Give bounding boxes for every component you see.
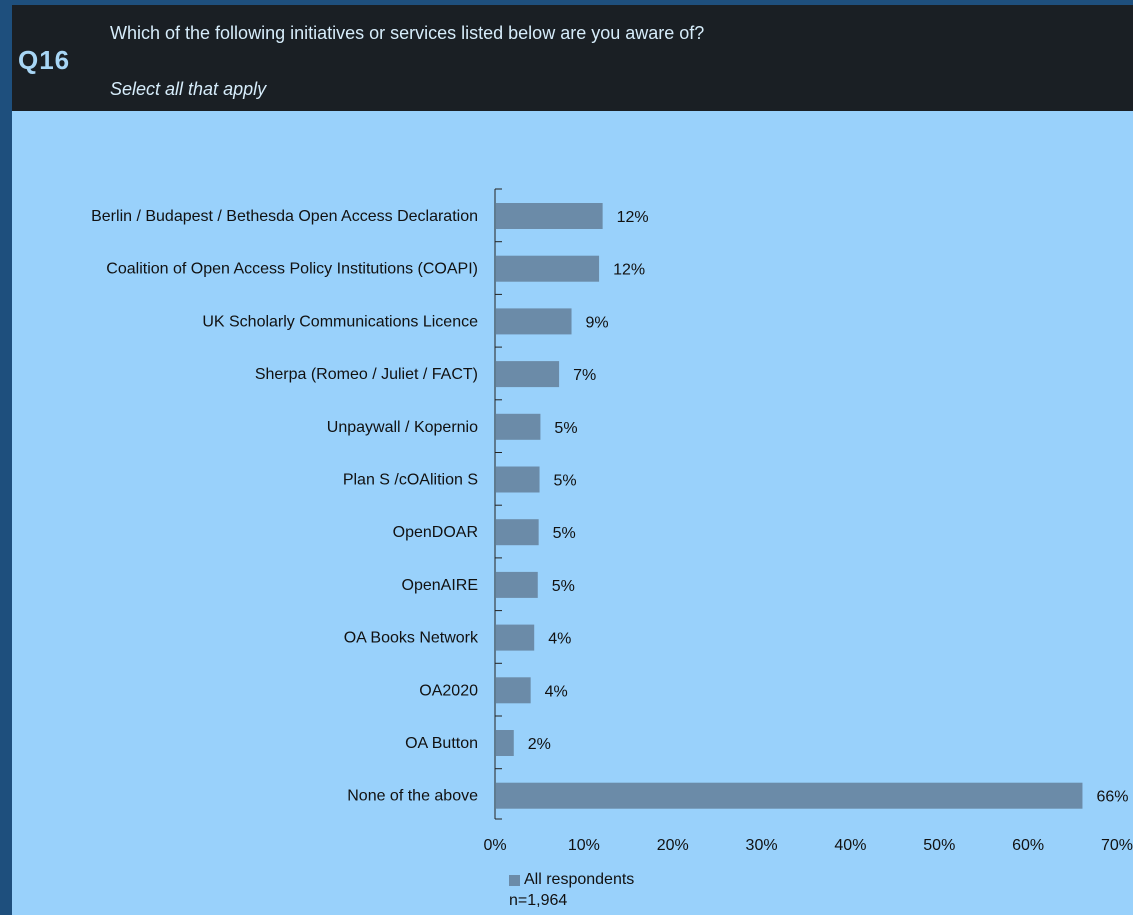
category-label: OA Button [405,735,478,752]
data-label: 4% [545,683,568,700]
legend-swatch [509,874,520,886]
x-tick-label: 30% [746,837,778,854]
bar [496,361,560,388]
data-label: 66% [1096,789,1128,806]
category-label: Plan S /cOAlition S [343,472,478,489]
category-label: OA Books Network [344,630,479,647]
data-label: 12% [617,209,649,226]
x-tick-label: 10% [568,837,600,854]
bar [496,730,514,756]
question-header: Q16 Which of the following initiatives o… [12,5,1133,111]
bar [496,677,531,704]
question-number: Q16 [18,45,71,75]
bar [496,624,535,651]
data-label: 12% [613,262,645,279]
bar [496,782,1083,809]
data-label: 9% [586,314,609,331]
x-tick-label: 50% [923,837,955,854]
category-label: OpenAIRE [402,577,478,594]
category-label: Berlin / Budapest / Bethesda Open Access… [91,208,478,225]
bar [496,571,538,598]
question-instruction: Select all that apply [110,79,267,99]
bar [496,519,539,546]
data-label: 5% [554,473,577,490]
bar [496,413,541,440]
question-text: Which of the following initiatives or se… [110,23,705,43]
chart-panel: Berlin / Budapest / Bethesda Open Access… [12,111,1133,915]
x-tick-label: 70% [1101,837,1133,854]
category-label: UK Scholarly Communications Licence [202,313,478,330]
bar-chart: Berlin / Budapest / Bethesda Open Access… [91,188,1133,854]
category-label: Sherpa (Romeo / Juliet / FACT) [255,366,478,383]
sample-size: n=1,964 [509,892,568,909]
data-label: 4% [548,631,571,648]
category-label: Unpaywall / Kopernio [327,419,478,436]
bar [496,466,540,493]
bar [496,308,572,335]
data-label: 5% [552,578,575,595]
data-label: 2% [528,736,551,753]
category-label: Coalition of Open Access Policy Institut… [106,261,478,278]
category-label: OpenDOAR [393,524,478,541]
x-tick-label: 60% [1012,837,1044,854]
legend: All respondents n=1,964 [509,871,634,910]
category-label: None of the above [347,788,478,805]
category-label: OA2020 [419,682,478,699]
legend-label: All respondents [524,871,635,888]
data-label: 5% [553,525,576,542]
x-tick-label: 0% [483,837,506,854]
legend-entry: All respondents [509,871,634,889]
bar [496,203,603,229]
data-label: 7% [573,367,596,384]
x-tick-label: 40% [834,837,866,854]
bar [496,255,600,282]
data-label: 5% [554,420,577,437]
x-tick-label: 20% [657,837,689,854]
